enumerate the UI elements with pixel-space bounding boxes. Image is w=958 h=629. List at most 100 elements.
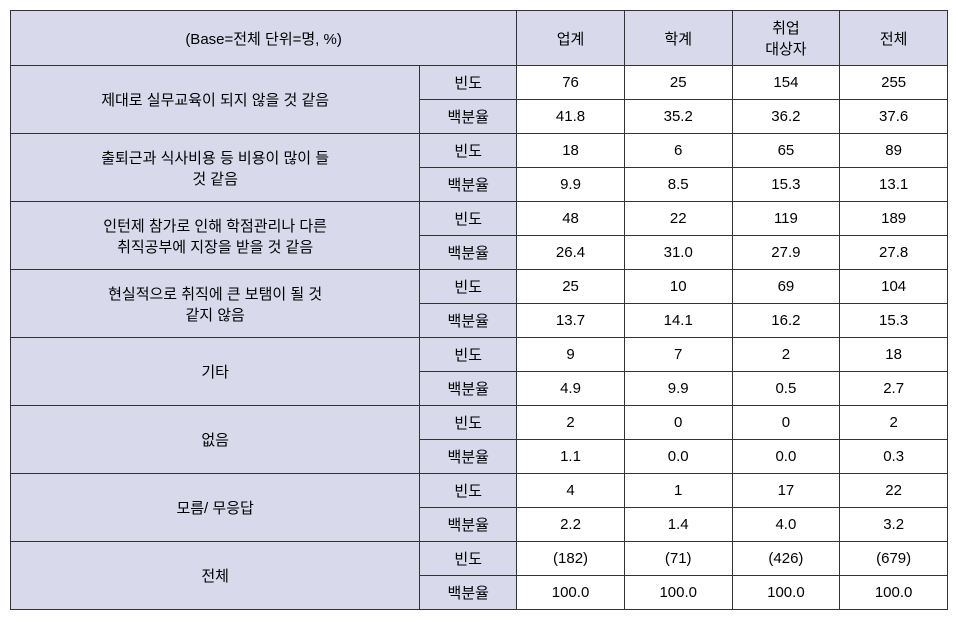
data-cell: 76 [517, 66, 625, 100]
data-cell: 9 [517, 338, 625, 372]
row-label: 없음 [11, 406, 420, 474]
data-cell: 119 [732, 202, 840, 236]
data-cell: 0 [624, 406, 732, 440]
data-cell: (71) [624, 542, 732, 576]
metric-percentage-label: 백분율 [420, 304, 517, 338]
data-cell: 0.0 [624, 440, 732, 474]
data-cell: 4.0 [732, 508, 840, 542]
data-cell: 0 [732, 406, 840, 440]
data-cell: 14.1 [624, 304, 732, 338]
header-col-1: 학계 [624, 11, 732, 66]
data-cell: 16.2 [732, 304, 840, 338]
data-cell: (679) [840, 542, 948, 576]
metric-percentage-label: 백분율 [420, 372, 517, 406]
data-cell: 104 [840, 270, 948, 304]
metric-percentage-label: 백분율 [420, 100, 517, 134]
header-col-0: 업계 [517, 11, 625, 66]
data-cell: 25 [517, 270, 625, 304]
metric-frequency-label: 빈도 [420, 338, 517, 372]
row-label: 출퇴근과 식사비용 등 비용이 많이 들 것 같음 [11, 134, 420, 202]
data-cell: 17 [732, 474, 840, 508]
table-row: 모름/ 무응답빈도411722 [11, 474, 948, 508]
table-row: 현실적으로 취직에 큰 보탬이 될 것 같지 않음빈도251069104 [11, 270, 948, 304]
data-cell: 4.9 [517, 372, 625, 406]
data-cell: 2.7 [840, 372, 948, 406]
data-cell: 15.3 [732, 168, 840, 202]
data-cell: 1.1 [517, 440, 625, 474]
data-cell: 36.2 [732, 100, 840, 134]
table-header-row: (Base=전체 단위=명, %) 업계 학계 취업 대상자 전체 [11, 11, 948, 66]
row-label: 모름/ 무응답 [11, 474, 420, 542]
data-cell: 8.5 [624, 168, 732, 202]
data-cell: 3.2 [840, 508, 948, 542]
data-cell: 18 [517, 134, 625, 168]
row-label: 인턴제 참가로 인해 학점관리나 다른 취직공부에 지장을 받을 것 같음 [11, 202, 420, 270]
data-cell: 6 [624, 134, 732, 168]
table-row: 없음빈도2002 [11, 406, 948, 440]
data-cell: 0.5 [732, 372, 840, 406]
metric-percentage-label: 백분율 [420, 508, 517, 542]
data-cell: 69 [732, 270, 840, 304]
data-cell: 100.0 [840, 576, 948, 610]
data-cell: 2 [732, 338, 840, 372]
data-cell: 100.0 [624, 576, 732, 610]
data-cell: 48 [517, 202, 625, 236]
header-base-label: (Base=전체 단위=명, %) [11, 11, 517, 66]
metric-percentage-label: 백분율 [420, 236, 517, 270]
row-label: 현실적으로 취직에 큰 보탬이 될 것 같지 않음 [11, 270, 420, 338]
data-cell: 9.9 [517, 168, 625, 202]
header-col-3: 전체 [840, 11, 948, 66]
row-label: 기타 [11, 338, 420, 406]
survey-table: (Base=전체 단위=명, %) 업계 학계 취업 대상자 전체 제대로 실무… [10, 10, 948, 610]
metric-frequency-label: 빈도 [420, 66, 517, 100]
header-col-2: 취업 대상자 [732, 11, 840, 66]
table-row: 기타빈도97218 [11, 338, 948, 372]
data-cell: 31.0 [624, 236, 732, 270]
data-cell: 18 [840, 338, 948, 372]
data-cell: 255 [840, 66, 948, 100]
data-cell: 25 [624, 66, 732, 100]
data-cell: 100.0 [517, 576, 625, 610]
table-row: 전체빈도(182)(71)(426)(679) [11, 542, 948, 576]
data-cell: 2.2 [517, 508, 625, 542]
data-cell: 1 [624, 474, 732, 508]
metric-frequency-label: 빈도 [420, 542, 517, 576]
metric-percentage-label: 백분율 [420, 576, 517, 610]
data-cell: 1.4 [624, 508, 732, 542]
data-cell: 7 [624, 338, 732, 372]
data-cell: (426) [732, 542, 840, 576]
data-cell: 0.3 [840, 440, 948, 474]
table-row: 인턴제 참가로 인해 학점관리나 다른 취직공부에 지장을 받을 것 같음빈도4… [11, 202, 948, 236]
metric-percentage-label: 백분율 [420, 440, 517, 474]
data-cell: 2 [840, 406, 948, 440]
data-cell: 189 [840, 202, 948, 236]
data-cell: 13.1 [840, 168, 948, 202]
metric-percentage-label: 백분율 [420, 168, 517, 202]
data-cell: 4 [517, 474, 625, 508]
data-cell: (182) [517, 542, 625, 576]
data-cell: 89 [840, 134, 948, 168]
data-cell: 22 [624, 202, 732, 236]
data-cell: 27.8 [840, 236, 948, 270]
data-cell: 37.6 [840, 100, 948, 134]
data-cell: 154 [732, 66, 840, 100]
table-row: 출퇴근과 식사비용 등 비용이 많이 들 것 같음빈도1866589 [11, 134, 948, 168]
data-cell: 65 [732, 134, 840, 168]
data-cell: 0.0 [732, 440, 840, 474]
metric-frequency-label: 빈도 [420, 202, 517, 236]
table-body: 제대로 실무교육이 되지 않을 것 같음빈도7625154255백분율41.83… [11, 66, 948, 610]
metric-frequency-label: 빈도 [420, 270, 517, 304]
data-cell: 26.4 [517, 236, 625, 270]
data-cell: 9.9 [624, 372, 732, 406]
data-cell: 13.7 [517, 304, 625, 338]
data-cell: 10 [624, 270, 732, 304]
row-label: 제대로 실무교육이 되지 않을 것 같음 [11, 66, 420, 134]
table-row: 제대로 실무교육이 되지 않을 것 같음빈도7625154255 [11, 66, 948, 100]
data-cell: 2 [517, 406, 625, 440]
data-cell: 15.3 [840, 304, 948, 338]
data-cell: 41.8 [517, 100, 625, 134]
data-cell: 22 [840, 474, 948, 508]
data-cell: 100.0 [732, 576, 840, 610]
data-cell: 35.2 [624, 100, 732, 134]
row-label: 전체 [11, 542, 420, 610]
